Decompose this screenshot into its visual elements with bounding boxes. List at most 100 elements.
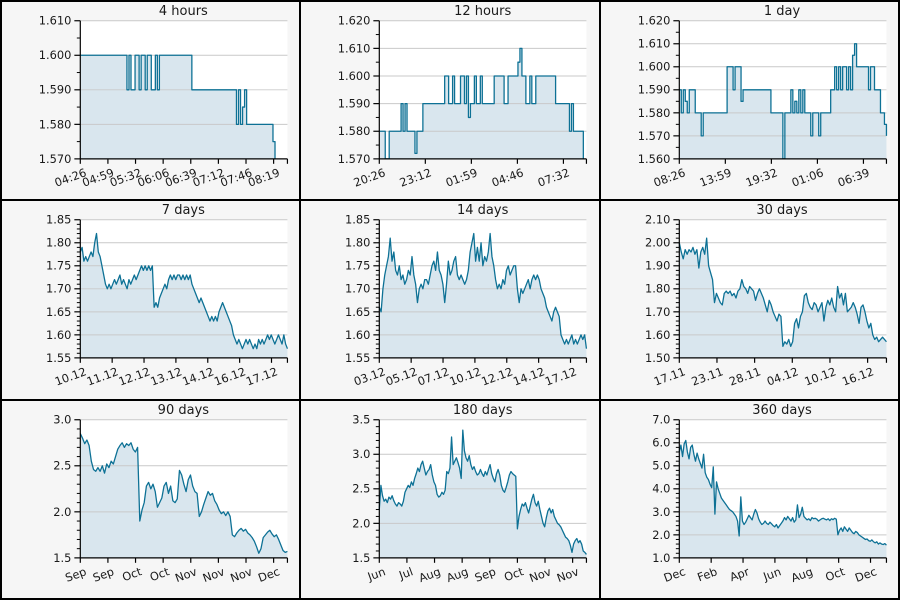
svg-text:Aug: Aug <box>417 564 443 585</box>
svg-text:1.5: 1.5 <box>53 551 71 565</box>
chart-panel-4-hours: 4 hours 1.570 1.580 1.590 1.600 1.610 04:26 04… <box>2 2 300 200</box>
chart-title: 4 hours <box>158 4 208 19</box>
svg-text:1.580: 1.580 <box>39 117 72 131</box>
svg-text:Oct: Oct <box>148 564 172 584</box>
svg-text:2.5: 2.5 <box>53 458 71 472</box>
svg-text:1.590: 1.590 <box>338 97 371 111</box>
svg-text:5.0: 5.0 <box>652 458 670 472</box>
svg-text:19:32: 19:32 <box>743 165 779 189</box>
svg-text:07:32: 07:32 <box>536 165 572 189</box>
chart-panel-180-days: 180 days 1.5 2.0 2.5 3.0 3.5 Jun Jul Aug Aug Sep O… <box>301 400 599 598</box>
svg-text:1.620: 1.620 <box>338 14 371 28</box>
svg-text:Dec: Dec <box>256 564 282 585</box>
svg-text:1.65: 1.65 <box>345 305 370 319</box>
svg-text:10.12: 10.12 <box>802 365 837 389</box>
svg-text:1.60: 1.60 <box>345 328 370 342</box>
chart-title: 360 days <box>752 402 812 418</box>
svg-text:1.75: 1.75 <box>345 259 370 273</box>
svg-text:1.85: 1.85 <box>345 213 370 227</box>
svg-text:23:12: 23:12 <box>398 165 434 189</box>
svg-text:Nov: Nov <box>528 564 554 585</box>
svg-text:20:26: 20:26 <box>352 165 388 189</box>
svg-text:Apr: Apr <box>727 564 751 584</box>
svg-text:Oct: Oct <box>120 564 144 584</box>
svg-text:Jun: Jun <box>760 564 782 584</box>
svg-text:1.90: 1.90 <box>645 259 670 273</box>
svg-text:1.570: 1.570 <box>338 152 371 166</box>
svg-text:Nov: Nov <box>228 564 254 585</box>
svg-text:Nov: Nov <box>555 564 581 585</box>
svg-text:Jun: Jun <box>365 564 387 584</box>
svg-text:3.0: 3.0 <box>652 504 670 518</box>
svg-text:Oct: Oct <box>502 564 526 584</box>
chart-title: 7 days <box>161 203 205 219</box>
svg-text:13:59: 13:59 <box>697 165 733 189</box>
svg-text:3.5: 3.5 <box>353 412 371 426</box>
svg-text:1.65: 1.65 <box>46 305 71 319</box>
svg-text:10.12: 10.12 <box>448 365 483 389</box>
svg-text:Feb: Feb <box>695 564 719 584</box>
chart-panel-12-hours: 12 hours 1.570 1.580 1.590 1.600 1.610 1.620 2… <box>301 2 599 200</box>
svg-text:13.12: 13.12 <box>148 365 183 389</box>
svg-text:2.0: 2.0 <box>652 527 670 541</box>
svg-text:07.12: 07.12 <box>416 365 451 389</box>
svg-text:1.620: 1.620 <box>637 14 670 28</box>
svg-text:1.610: 1.610 <box>39 14 72 28</box>
svg-text:3.0: 3.0 <box>353 447 371 461</box>
svg-text:1.75: 1.75 <box>46 259 71 273</box>
chart-panel-30-days: 30 days 1.50 1.60 1.70 1.80 1.90 2.00 2.10 17.1… <box>600 201 898 399</box>
svg-text:03.12: 03.12 <box>352 365 387 389</box>
svg-text:1.600: 1.600 <box>637 60 670 74</box>
svg-text:1.70: 1.70 <box>345 282 370 296</box>
chart-title: 12 hours <box>454 4 512 19</box>
svg-text:2.0: 2.0 <box>353 516 371 530</box>
chart-panel-7-days: 7 days 1.55 1.60 1.65 1.70 1.75 1.80 1.85 10.12… <box>2 201 300 399</box>
svg-text:1.610: 1.610 <box>637 37 670 51</box>
svg-text:7.0: 7.0 <box>652 412 670 426</box>
svg-text:1.80: 1.80 <box>46 236 71 250</box>
chart-panel-1-day: 1 day 1.560 1.570 1.580 1.590 1.600 1.610 1.62… <box>600 2 898 200</box>
svg-text:12.12: 12.12 <box>117 365 152 389</box>
svg-text:1.570: 1.570 <box>637 129 670 143</box>
svg-text:1.590: 1.590 <box>39 83 72 97</box>
svg-text:14.12: 14.12 <box>180 365 215 389</box>
svg-text:16.12: 16.12 <box>212 365 247 389</box>
svg-text:4.0: 4.0 <box>652 481 670 495</box>
svg-text:1.580: 1.580 <box>338 124 371 138</box>
svg-text:1.560: 1.560 <box>637 152 670 166</box>
svg-text:14.12: 14.12 <box>511 365 546 389</box>
svg-text:Dec: Dec <box>853 564 879 585</box>
svg-text:1.590: 1.590 <box>637 83 670 97</box>
chart-panel-14-days: 14 days 1.55 1.60 1.65 1.70 1.75 1.80 1.85 03.1… <box>301 201 599 399</box>
svg-text:1.55: 1.55 <box>345 351 370 365</box>
chart-title: 14 days <box>457 203 509 219</box>
svg-text:04.12: 04.12 <box>764 365 799 389</box>
svg-text:1.580: 1.580 <box>637 106 670 120</box>
svg-text:06:39: 06:39 <box>835 165 871 189</box>
chart-title: 90 days <box>157 402 210 418</box>
svg-text:1.570: 1.570 <box>39 152 72 166</box>
svg-text:1.600: 1.600 <box>39 48 72 62</box>
chart-panel-90-days: 90 days 1.5 2.0 2.5 3.0 Sep Sep Oct Oct Nov Nov No… <box>2 400 300 598</box>
svg-text:Nov: Nov <box>201 564 227 585</box>
svg-text:Dec: Dec <box>661 564 687 585</box>
area-chart-4-hours: 1.5701.5801.5901.6001.61004:2604:5905:32… <box>39 14 289 190</box>
svg-text:01:06: 01:06 <box>789 165 825 189</box>
svg-text:Aug: Aug <box>789 564 815 585</box>
svg-text:12.12: 12.12 <box>480 365 515 389</box>
svg-text:Aug: Aug <box>445 564 471 585</box>
svg-text:01:59: 01:59 <box>444 165 480 189</box>
svg-text:1.50: 1.50 <box>645 351 670 365</box>
svg-text:28.11: 28.11 <box>727 365 762 389</box>
area-chart-1-day: 1.560 1.570 1.580 1.590 1.600 1.610 1.620 08:26… <box>637 14 887 190</box>
svg-text:10.12: 10.12 <box>53 365 88 389</box>
svg-text:08:26: 08:26 <box>651 165 687 189</box>
svg-text:2.10: 2.10 <box>645 213 670 227</box>
svg-text:17.11: 17.11 <box>651 365 686 389</box>
svg-text:3.0: 3.0 <box>53 412 71 426</box>
area-chart-12-hours: 1.570 1.580 1.590 1.600 1.610 1.620 20:26 23:12… <box>338 14 588 190</box>
svg-text:17.12: 17.12 <box>543 365 578 389</box>
svg-text:11.12: 11.12 <box>85 365 120 389</box>
